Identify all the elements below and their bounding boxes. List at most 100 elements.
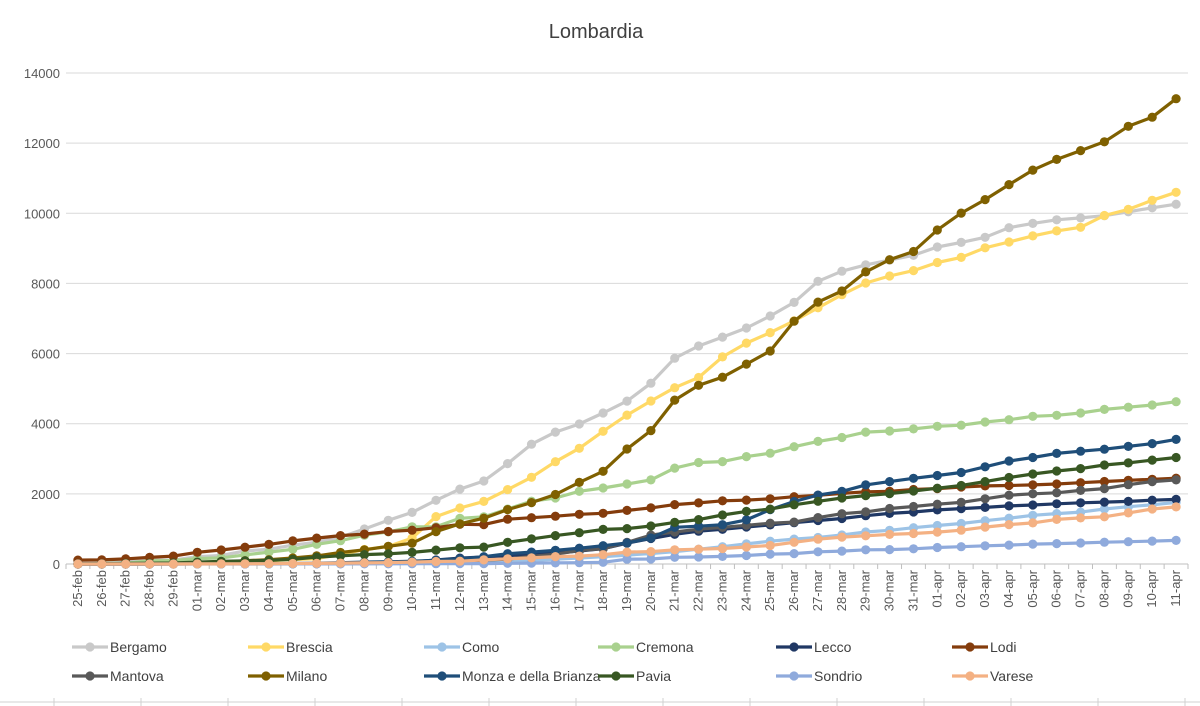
legend-item: Cremona xyxy=(598,639,694,655)
x-tick-label: 05-apr xyxy=(1025,569,1040,607)
data-point xyxy=(694,498,704,508)
data-point xyxy=(383,526,393,537)
legend-item: Brescia xyxy=(248,639,333,655)
data-point xyxy=(1004,472,1014,483)
data-point xyxy=(335,531,346,541)
data-point xyxy=(431,511,441,522)
data-point xyxy=(789,549,799,559)
data-point xyxy=(288,536,298,546)
legend-label: Lecco xyxy=(814,639,852,655)
data-point xyxy=(1004,513,1014,523)
data-point xyxy=(1004,415,1014,425)
data-point xyxy=(1147,439,1157,449)
data-point xyxy=(1052,154,1062,164)
data-point xyxy=(598,466,608,476)
x-tick-label: 10-apr xyxy=(1144,569,1159,607)
legend-item: Monza e della Brianza xyxy=(424,668,601,684)
x-tick-label: 18-mar xyxy=(595,569,610,611)
data-point xyxy=(598,557,608,567)
data-point xyxy=(1171,94,1181,104)
legend-label: Milano xyxy=(286,668,327,684)
data-point xyxy=(1123,121,1133,131)
data-point xyxy=(240,559,250,569)
data-point xyxy=(1099,484,1109,494)
legend-marker xyxy=(261,671,271,681)
data-point xyxy=(1099,444,1109,454)
data-point xyxy=(1147,495,1157,505)
data-point xyxy=(1076,213,1086,223)
data-point xyxy=(1099,497,1109,507)
data-point xyxy=(574,551,584,561)
data-point xyxy=(1052,488,1062,498)
data-point xyxy=(765,346,775,356)
data-point xyxy=(1004,223,1014,233)
data-point xyxy=(598,550,608,560)
x-tick-label: 28-feb xyxy=(142,570,157,607)
legend-label: Cremona xyxy=(636,639,694,655)
data-point xyxy=(503,537,513,547)
data-point xyxy=(765,518,775,528)
data-point xyxy=(431,495,441,505)
data-point xyxy=(789,517,799,527)
data-point xyxy=(479,542,489,552)
data-point xyxy=(1147,195,1157,205)
data-point xyxy=(861,278,871,288)
data-point xyxy=(503,554,513,564)
data-point xyxy=(980,243,990,253)
data-point xyxy=(717,332,728,342)
data-point xyxy=(598,541,608,551)
x-tick-label: 30-mar xyxy=(882,569,897,611)
data-point xyxy=(622,554,632,564)
legend-label: Lodi xyxy=(990,639,1016,655)
data-point xyxy=(574,477,584,487)
legend-item: Bergamo xyxy=(72,639,167,655)
data-point xyxy=(932,499,942,509)
data-point xyxy=(1028,500,1038,510)
x-tick-label: 03-mar xyxy=(237,569,252,611)
legend-item: Milano xyxy=(248,668,327,684)
data-point xyxy=(741,542,752,552)
data-point xyxy=(598,508,608,518)
data-point xyxy=(813,534,823,544)
data-point xyxy=(359,529,369,539)
x-tick-label: 03-apr xyxy=(977,569,992,607)
data-point xyxy=(837,546,847,556)
data-point xyxy=(956,518,966,529)
x-tick-label: 06-mar xyxy=(309,569,324,611)
data-point xyxy=(980,522,990,532)
data-point xyxy=(574,543,584,553)
legend-item: Sondrio xyxy=(776,668,862,684)
data-point xyxy=(908,473,919,483)
data-point xyxy=(359,558,369,568)
data-point xyxy=(1076,513,1086,523)
data-point xyxy=(694,544,704,554)
x-tick-label: 09-mar xyxy=(380,569,395,611)
data-point xyxy=(932,483,942,493)
data-point xyxy=(789,316,799,326)
data-point xyxy=(813,276,823,286)
legend-marker xyxy=(437,642,447,652)
data-point xyxy=(526,553,537,563)
legend-item: Varese xyxy=(952,668,1034,684)
data-point xyxy=(622,444,632,454)
data-point xyxy=(956,480,966,491)
x-tick-label: 13-mar xyxy=(476,569,491,611)
data-point xyxy=(1171,502,1181,512)
data-point xyxy=(956,237,966,247)
data-point xyxy=(574,443,584,453)
data-point xyxy=(479,476,489,486)
data-point xyxy=(765,504,775,514)
data-point xyxy=(980,477,990,487)
data-point xyxy=(1171,475,1181,485)
data-point xyxy=(1076,408,1086,418)
data-point xyxy=(1076,478,1086,488)
data-point xyxy=(956,252,966,262)
data-point xyxy=(932,542,942,553)
data-point xyxy=(574,528,584,538)
data-point xyxy=(717,496,728,506)
x-tick-label: 02-mar xyxy=(213,569,228,611)
data-point xyxy=(765,311,775,321)
data-point xyxy=(1171,452,1181,463)
data-point xyxy=(550,558,561,568)
